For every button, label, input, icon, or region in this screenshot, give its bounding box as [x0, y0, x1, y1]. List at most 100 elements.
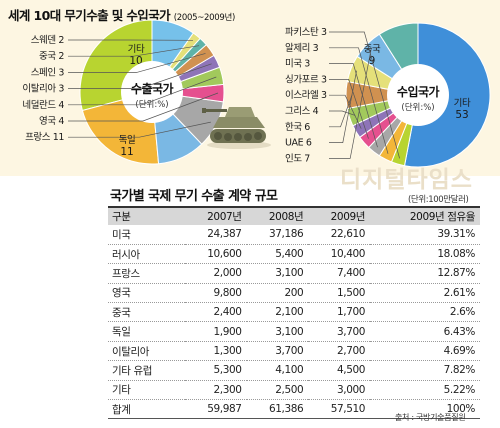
- table-cell-value: 5,400: [246, 244, 309, 265]
- header-2009: 2009년: [308, 206, 371, 225]
- header-2008: 2008년: [246, 206, 309, 225]
- leader-line: [68, 76, 217, 106]
- table-cell-country: 프랑스: [108, 263, 185, 284]
- table-cell-value: 37,186: [246, 225, 309, 245]
- pie-center: [387, 64, 449, 126]
- pie-slice-label: 네덜란드 4: [22, 99, 64, 111]
- table-cell-value: 3,700: [308, 321, 371, 342]
- table-cell-country: 기타: [108, 380, 185, 401]
- table-row: 미국 24,387 37,186 22,610 39.31%: [108, 225, 480, 245]
- table-body: 미국 24,387 37,186 22,610 39.31% 러시아 10,600 5,400…: [108, 225, 480, 420]
- table-cell-value: 2,400: [184, 302, 247, 323]
- table-cell-value: 7,400: [308, 263, 371, 284]
- pie-slice-label: 인도 7: [285, 153, 310, 164]
- table-cell-value: 57,510: [308, 399, 371, 420]
- table-cell-value: 6.43%: [370, 321, 480, 342]
- pie-slice-label: 프랑스 11: [25, 131, 64, 143]
- main-title-text: 세계 10대 무기수출 및 수입국가: [8, 8, 171, 23]
- table-cell-country: 독일: [108, 321, 185, 342]
- leader-line: [68, 121, 211, 138]
- table-row: 기타 2,300 2,500 3,000 5.22%: [108, 380, 480, 401]
- table-cell-value: 1,700: [308, 302, 371, 323]
- pie-slice-label: 스웨덴 2: [31, 34, 65, 46]
- pie-slice-value: 9: [369, 55, 376, 67]
- pie-slice-label: 파키스탄 3: [285, 27, 327, 38]
- leader-line: [329, 48, 372, 159]
- table-row: 러시아 10,600 5,400 10,400 18.08%: [108, 244, 480, 265]
- pie-slice-label: 그리스 4: [285, 106, 319, 117]
- tank-icon: [202, 107, 271, 149]
- pie-center: [121, 61, 183, 123]
- pie-slice-label: 스페인 3: [31, 67, 65, 78]
- leader-line: [329, 94, 353, 128]
- pie-slice-label: 중국 2: [39, 51, 64, 62]
- pie-slice-label: 중국: [364, 44, 381, 55]
- table-cell-value: 7.82%: [370, 360, 480, 381]
- table-cell-value: 3,100: [246, 263, 309, 284]
- table-cell-value: 61,386: [246, 399, 309, 420]
- pie-slice-label: 독일: [119, 135, 136, 146]
- pie-slice-label: 영국 4: [39, 116, 64, 127]
- leader-line: [329, 47, 389, 154]
- table-cell-value: 4,500: [308, 360, 371, 381]
- table-cell-value: 18.08%: [370, 244, 480, 265]
- pie-title: 수입국가: [397, 84, 440, 99]
- table-cell-value: 2,700: [308, 341, 371, 362]
- header-2007: 2007년: [184, 206, 247, 225]
- pie-slice-label: 한국 6: [285, 122, 310, 133]
- table-cell-country: 이탈리아: [108, 341, 185, 362]
- watermark: 디지털타임스: [340, 167, 473, 193]
- table-cell-country: 기타 유럽: [108, 360, 185, 381]
- table-cell-value: 2.61%: [370, 283, 480, 304]
- pie-slice-label: 기타: [454, 98, 471, 109]
- leader-line: [68, 63, 212, 89]
- main-title-period: (2005~2009년): [173, 13, 236, 23]
- pie-slice-label: 미국 3: [285, 59, 310, 70]
- pie-slice-label: UAE 6: [285, 138, 312, 149]
- table-row: 이탈리아 1,300 3,700 2,700 4.69%: [108, 341, 480, 362]
- table-cell-country: 영국: [108, 283, 185, 304]
- table-title: 국가별 국제 무기 수출 계약 규모: [110, 189, 278, 204]
- table-row: 영국 9,800 200 1,500 2.61%: [108, 283, 480, 304]
- pie-slice-value: 53: [455, 109, 468, 121]
- table-cell-country: 미국: [108, 225, 185, 245]
- header-category: 구분: [108, 206, 185, 225]
- leader-line: [68, 92, 219, 122]
- table-cell-value: 10,400: [308, 244, 371, 265]
- table-cell-value: 4,100: [246, 360, 309, 381]
- table-cell-value: 2,100: [246, 302, 309, 323]
- pie-slice-value: 11: [120, 146, 133, 158]
- table-cell-value: 4.69%: [370, 341, 480, 362]
- pie-title: 수출국가: [131, 81, 174, 96]
- table-row: 합계 59,987 61,386 57,510 100%: [108, 399, 480, 420]
- leader-line: [329, 31, 400, 159]
- table-cell-value: 5.22%: [370, 380, 480, 401]
- table-cell-country: 합계: [108, 399, 185, 420]
- table-cell-value: 3,700: [246, 341, 309, 362]
- table-cell-value: 200: [246, 283, 309, 304]
- table-cell-value: 24,387: [184, 225, 247, 245]
- table-row: 기타 유럽 5,300 4,100 4,500 7.82%: [108, 360, 480, 381]
- table-unit: (단위:100만달러): [408, 195, 469, 205]
- table-row: 중국 2,400 2,100 1,700 2.6%: [108, 302, 480, 323]
- table-cell-value: 59,987: [184, 399, 247, 420]
- leader-line: [329, 110, 356, 116]
- leader-line: [68, 53, 206, 73]
- leader-line: [329, 63, 378, 148]
- pie-slice-label: 알제리 3: [285, 43, 319, 54]
- table-cell-value: 10,600: [184, 244, 247, 265]
- pie-slice-label: 이탈리아 3: [22, 83, 64, 95]
- table-cell-value: 5,300: [184, 360, 247, 381]
- table-row: 독일 1,900 3,100 3,700 6.43%: [108, 321, 480, 342]
- pie-charts: 미국30러시아23독일11기타10수출국가(단위:%)스웨덴 2중국 2스페인 …: [22, 19, 491, 168]
- export-contract-table: 구분 2007년 2008년 2009년 2009년 점유율 미국 24,387 3…: [108, 206, 480, 420]
- pie-slice-label: 기타: [128, 44, 145, 55]
- table-cell-value: 1,300: [184, 341, 247, 362]
- table-header-row: 구분 2007년 2008년 2009년 2009년 점유율: [108, 206, 480, 225]
- table-cell-value: 22,610: [308, 225, 371, 245]
- source-note: 출처 : 국방기술품질원: [395, 413, 466, 422]
- table-cell-country: 러시아: [108, 244, 185, 265]
- table-cell-value: 2,000: [184, 263, 247, 284]
- leader-line: [329, 70, 357, 143]
